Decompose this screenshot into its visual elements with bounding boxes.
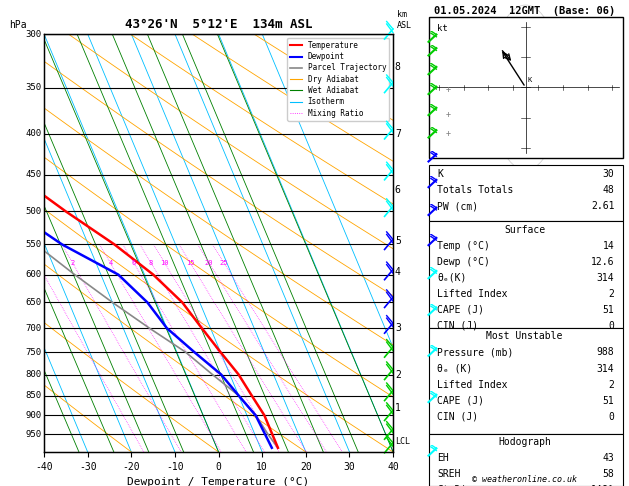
Bar — [428, 165, 623, 221]
Text: 12.6: 12.6 — [591, 257, 615, 267]
Text: 43: 43 — [603, 453, 615, 463]
Text: 58: 58 — [603, 469, 615, 479]
Text: +: + — [445, 129, 450, 138]
Bar — [428, 328, 623, 434]
Text: 600: 600 — [26, 270, 42, 279]
Text: 950: 950 — [26, 430, 42, 439]
Text: +: + — [445, 86, 450, 94]
Text: 700: 700 — [26, 324, 42, 332]
Text: 6: 6 — [395, 185, 401, 195]
Text: CIN (J): CIN (J) — [437, 412, 478, 422]
Text: kt: kt — [437, 24, 448, 34]
Text: +: + — [445, 110, 450, 119]
Text: LCL: LCL — [395, 437, 410, 446]
Text: StmDir: StmDir — [437, 485, 472, 486]
Text: 2: 2 — [608, 380, 615, 390]
Text: 7: 7 — [395, 129, 401, 139]
Text: 4: 4 — [395, 267, 401, 277]
Text: 450: 450 — [26, 170, 42, 179]
Text: 2: 2 — [70, 260, 75, 266]
Text: 350: 350 — [26, 83, 42, 92]
Text: © weatheronline.co.uk: © weatheronline.co.uk — [472, 474, 577, 484]
Bar — [428, 17, 623, 158]
Text: 10: 10 — [160, 260, 169, 266]
Text: Dewp (°C): Dewp (°C) — [437, 257, 490, 267]
Text: Pressure (mb): Pressure (mb) — [437, 347, 513, 358]
Bar — [428, 221, 623, 328]
Text: 25: 25 — [220, 260, 228, 266]
Text: 1: 1 — [395, 402, 401, 413]
Legend: Temperature, Dewpoint, Parcel Trajectory, Dry Adiabat, Wet Adiabat, Isotherm, Mi: Temperature, Dewpoint, Parcel Trajectory… — [287, 38, 389, 121]
X-axis label: Dewpoint / Temperature (°C): Dewpoint / Temperature (°C) — [128, 477, 309, 486]
Text: 650: 650 — [26, 298, 42, 307]
Text: 51: 51 — [603, 396, 615, 406]
Text: Hodograph: Hodograph — [498, 437, 551, 447]
Text: 314: 314 — [597, 364, 615, 374]
Text: CAPE (J): CAPE (J) — [437, 305, 484, 315]
Text: 500: 500 — [26, 207, 42, 216]
Text: 988: 988 — [597, 347, 615, 358]
Text: K: K — [528, 77, 532, 83]
Text: PW (cm): PW (cm) — [437, 201, 478, 211]
Text: Mixing Ratio (g/kg): Mixing Ratio (g/kg) — [434, 199, 443, 287]
Text: 14: 14 — [603, 241, 615, 251]
Text: Lifted Index: Lifted Index — [437, 380, 508, 390]
Text: 0: 0 — [608, 321, 615, 331]
Text: 750: 750 — [26, 347, 42, 357]
Text: CAPE (J): CAPE (J) — [437, 396, 484, 406]
Text: 550: 550 — [26, 240, 42, 249]
Text: Temp (°C): Temp (°C) — [437, 241, 490, 251]
Bar — [428, 434, 623, 486]
Text: hPa: hPa — [9, 20, 27, 30]
Text: 314: 314 — [597, 273, 615, 283]
Text: 01.05.2024  12GMT  (Base: 06): 01.05.2024 12GMT (Base: 06) — [434, 6, 615, 16]
Text: 146°: 146° — [591, 485, 615, 486]
Text: 20: 20 — [205, 260, 213, 266]
Text: Totals Totals: Totals Totals — [437, 185, 513, 195]
Text: Most Unstable: Most Unstable — [486, 331, 563, 342]
Text: 51: 51 — [603, 305, 615, 315]
Text: θₑ (K): θₑ (K) — [437, 364, 472, 374]
Text: 300: 300 — [26, 30, 42, 38]
Text: 2: 2 — [608, 289, 615, 299]
Text: 15: 15 — [186, 260, 194, 266]
Text: 4: 4 — [108, 260, 113, 266]
Text: 800: 800 — [26, 370, 42, 379]
Title: 43°26'N  5°12'E  134m ASL: 43°26'N 5°12'E 134m ASL — [125, 18, 313, 32]
Text: 0: 0 — [608, 412, 615, 422]
Text: 48: 48 — [603, 185, 615, 195]
Text: 850: 850 — [26, 391, 42, 400]
Text: km
ASL: km ASL — [397, 10, 411, 30]
Text: 3: 3 — [395, 323, 401, 333]
Text: 900: 900 — [26, 411, 42, 420]
Text: θₑ(K): θₑ(K) — [437, 273, 466, 283]
Text: Lifted Index: Lifted Index — [437, 289, 508, 299]
Text: 400: 400 — [26, 129, 42, 139]
Text: 8: 8 — [395, 62, 401, 72]
Text: 2.61: 2.61 — [591, 201, 615, 211]
Text: 6: 6 — [131, 260, 136, 266]
Text: CIN (J): CIN (J) — [437, 321, 478, 331]
Text: Surface: Surface — [504, 225, 545, 235]
Text: EH: EH — [437, 453, 448, 463]
Text: SREH: SREH — [437, 469, 460, 479]
Text: 8: 8 — [149, 260, 153, 266]
Text: 5: 5 — [395, 236, 401, 246]
Text: 30: 30 — [603, 169, 615, 179]
Text: K: K — [437, 169, 443, 179]
Text: 2: 2 — [395, 369, 401, 380]
